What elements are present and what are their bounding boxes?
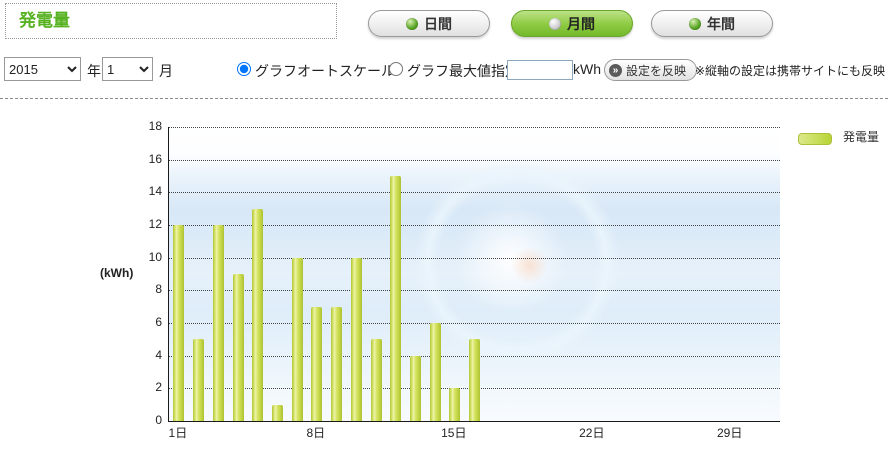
- gridline-8: [169, 290, 780, 292]
- bar-day-5: [252, 209, 264, 421]
- white-sphere-icon: [549, 17, 561, 30]
- y-tick-label-14: 14: [148, 184, 162, 199]
- bar-day-2: [193, 339, 205, 421]
- y-tick-label-4: 4: [155, 347, 162, 362]
- x-tick-label-day-29: 29日: [717, 426, 743, 440]
- bar-day-15: [449, 388, 461, 421]
- tab-daily[interactable]: 日間: [368, 10, 490, 37]
- green-sphere-icon: [689, 17, 701, 30]
- tab-yearly[interactable]: 年間: [651, 10, 773, 37]
- bar-day-4: [232, 274, 244, 421]
- kwh-unit-label: kWh: [573, 61, 601, 77]
- axis-setting-note: ※縦軸の設定は携帯サイトにも反映: [695, 64, 886, 78]
- year-select[interactable]: 2015: [4, 57, 81, 81]
- legend-swatch: [798, 133, 832, 145]
- bar-day-7: [291, 258, 303, 421]
- bar-day-3: [212, 225, 224, 421]
- gridline-16: [169, 159, 780, 161]
- gridline-6: [169, 323, 780, 324]
- autoscale-label[interactable]: グラフオートスケール: [255, 63, 395, 79]
- month-select[interactable]: 1: [102, 57, 153, 81]
- y-tick-label-0: 0: [155, 413, 162, 427]
- double-chevron-right-icon: »: [609, 63, 622, 77]
- gridline-12: [169, 225, 780, 226]
- x-tick-label-day-1: 1日: [168, 426, 188, 440]
- gridline-18: [169, 127, 780, 128]
- y-tick-label-6: 6: [155, 315, 162, 329]
- page-title: 発電量: [19, 11, 70, 30]
- x-tick-label-day-15: 15日: [441, 426, 467, 440]
- max-value-input[interactable]: [507, 60, 573, 80]
- legend-label: 発電量: [843, 130, 880, 144]
- bar-day-13: [409, 356, 421, 421]
- y-tick-label-16: 16: [148, 151, 162, 166]
- bar-day-14: [429, 323, 441, 421]
- apply-settings-button[interactable]: » 設定を反映: [604, 59, 698, 81]
- autoscale-radio[interactable]: [237, 62, 251, 76]
- green-sphere-icon: [406, 17, 418, 30]
- bar-day-12: [390, 176, 402, 421]
- bar-day-16: [469, 339, 480, 421]
- tab-monthly-label: 月間: [567, 15, 595, 32]
- y-tick-label-8: 8: [155, 282, 162, 297]
- bar-day-9: [331, 307, 342, 421]
- y-tick-label-2: 2: [155, 380, 162, 395]
- y-axis-unit-label: (kWh): [100, 266, 134, 280]
- gridline-10: [169, 257, 780, 259]
- bar-day-10: [350, 258, 362, 421]
- bar-day-11: [370, 339, 382, 421]
- tab-yearly-label: 年間: [707, 15, 735, 32]
- y-tick-label-10: 10: [148, 249, 162, 264]
- month-suffix-label: 月: [159, 63, 173, 79]
- year-suffix-label: 年: [87, 63, 101, 79]
- y-tick-label-12: 12: [148, 217, 162, 231]
- bar-day-1: [173, 225, 185, 421]
- x-tick-label-day-8: 8日: [306, 426, 326, 440]
- y-tick-label-18: 18: [148, 119, 162, 133]
- bar-chart-plot-area: [168, 127, 780, 422]
- tab-monthly[interactable]: 月間: [511, 10, 633, 37]
- apply-settings-label: 設定を反映: [626, 63, 687, 78]
- bar-day-6: [271, 405, 283, 421]
- page-title-box: 発電量: [5, 3, 337, 39]
- header-separator: [0, 98, 888, 99]
- tab-daily-label: 日間: [424, 15, 452, 32]
- x-tick-label-day-22: 22日: [579, 426, 605, 440]
- gridline-14: [169, 192, 780, 194]
- max-value-label[interactable]: グラフ最大値指定: [407, 63, 519, 79]
- bar-day-8: [311, 307, 323, 421]
- max-value-radio[interactable]: [389, 62, 403, 76]
